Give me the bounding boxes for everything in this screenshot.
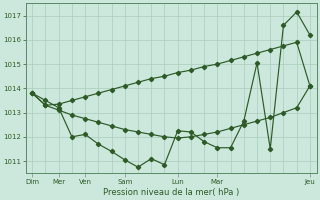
X-axis label: Pression niveau de la mer( hPa ): Pression niveau de la mer( hPa ): [103, 188, 239, 197]
